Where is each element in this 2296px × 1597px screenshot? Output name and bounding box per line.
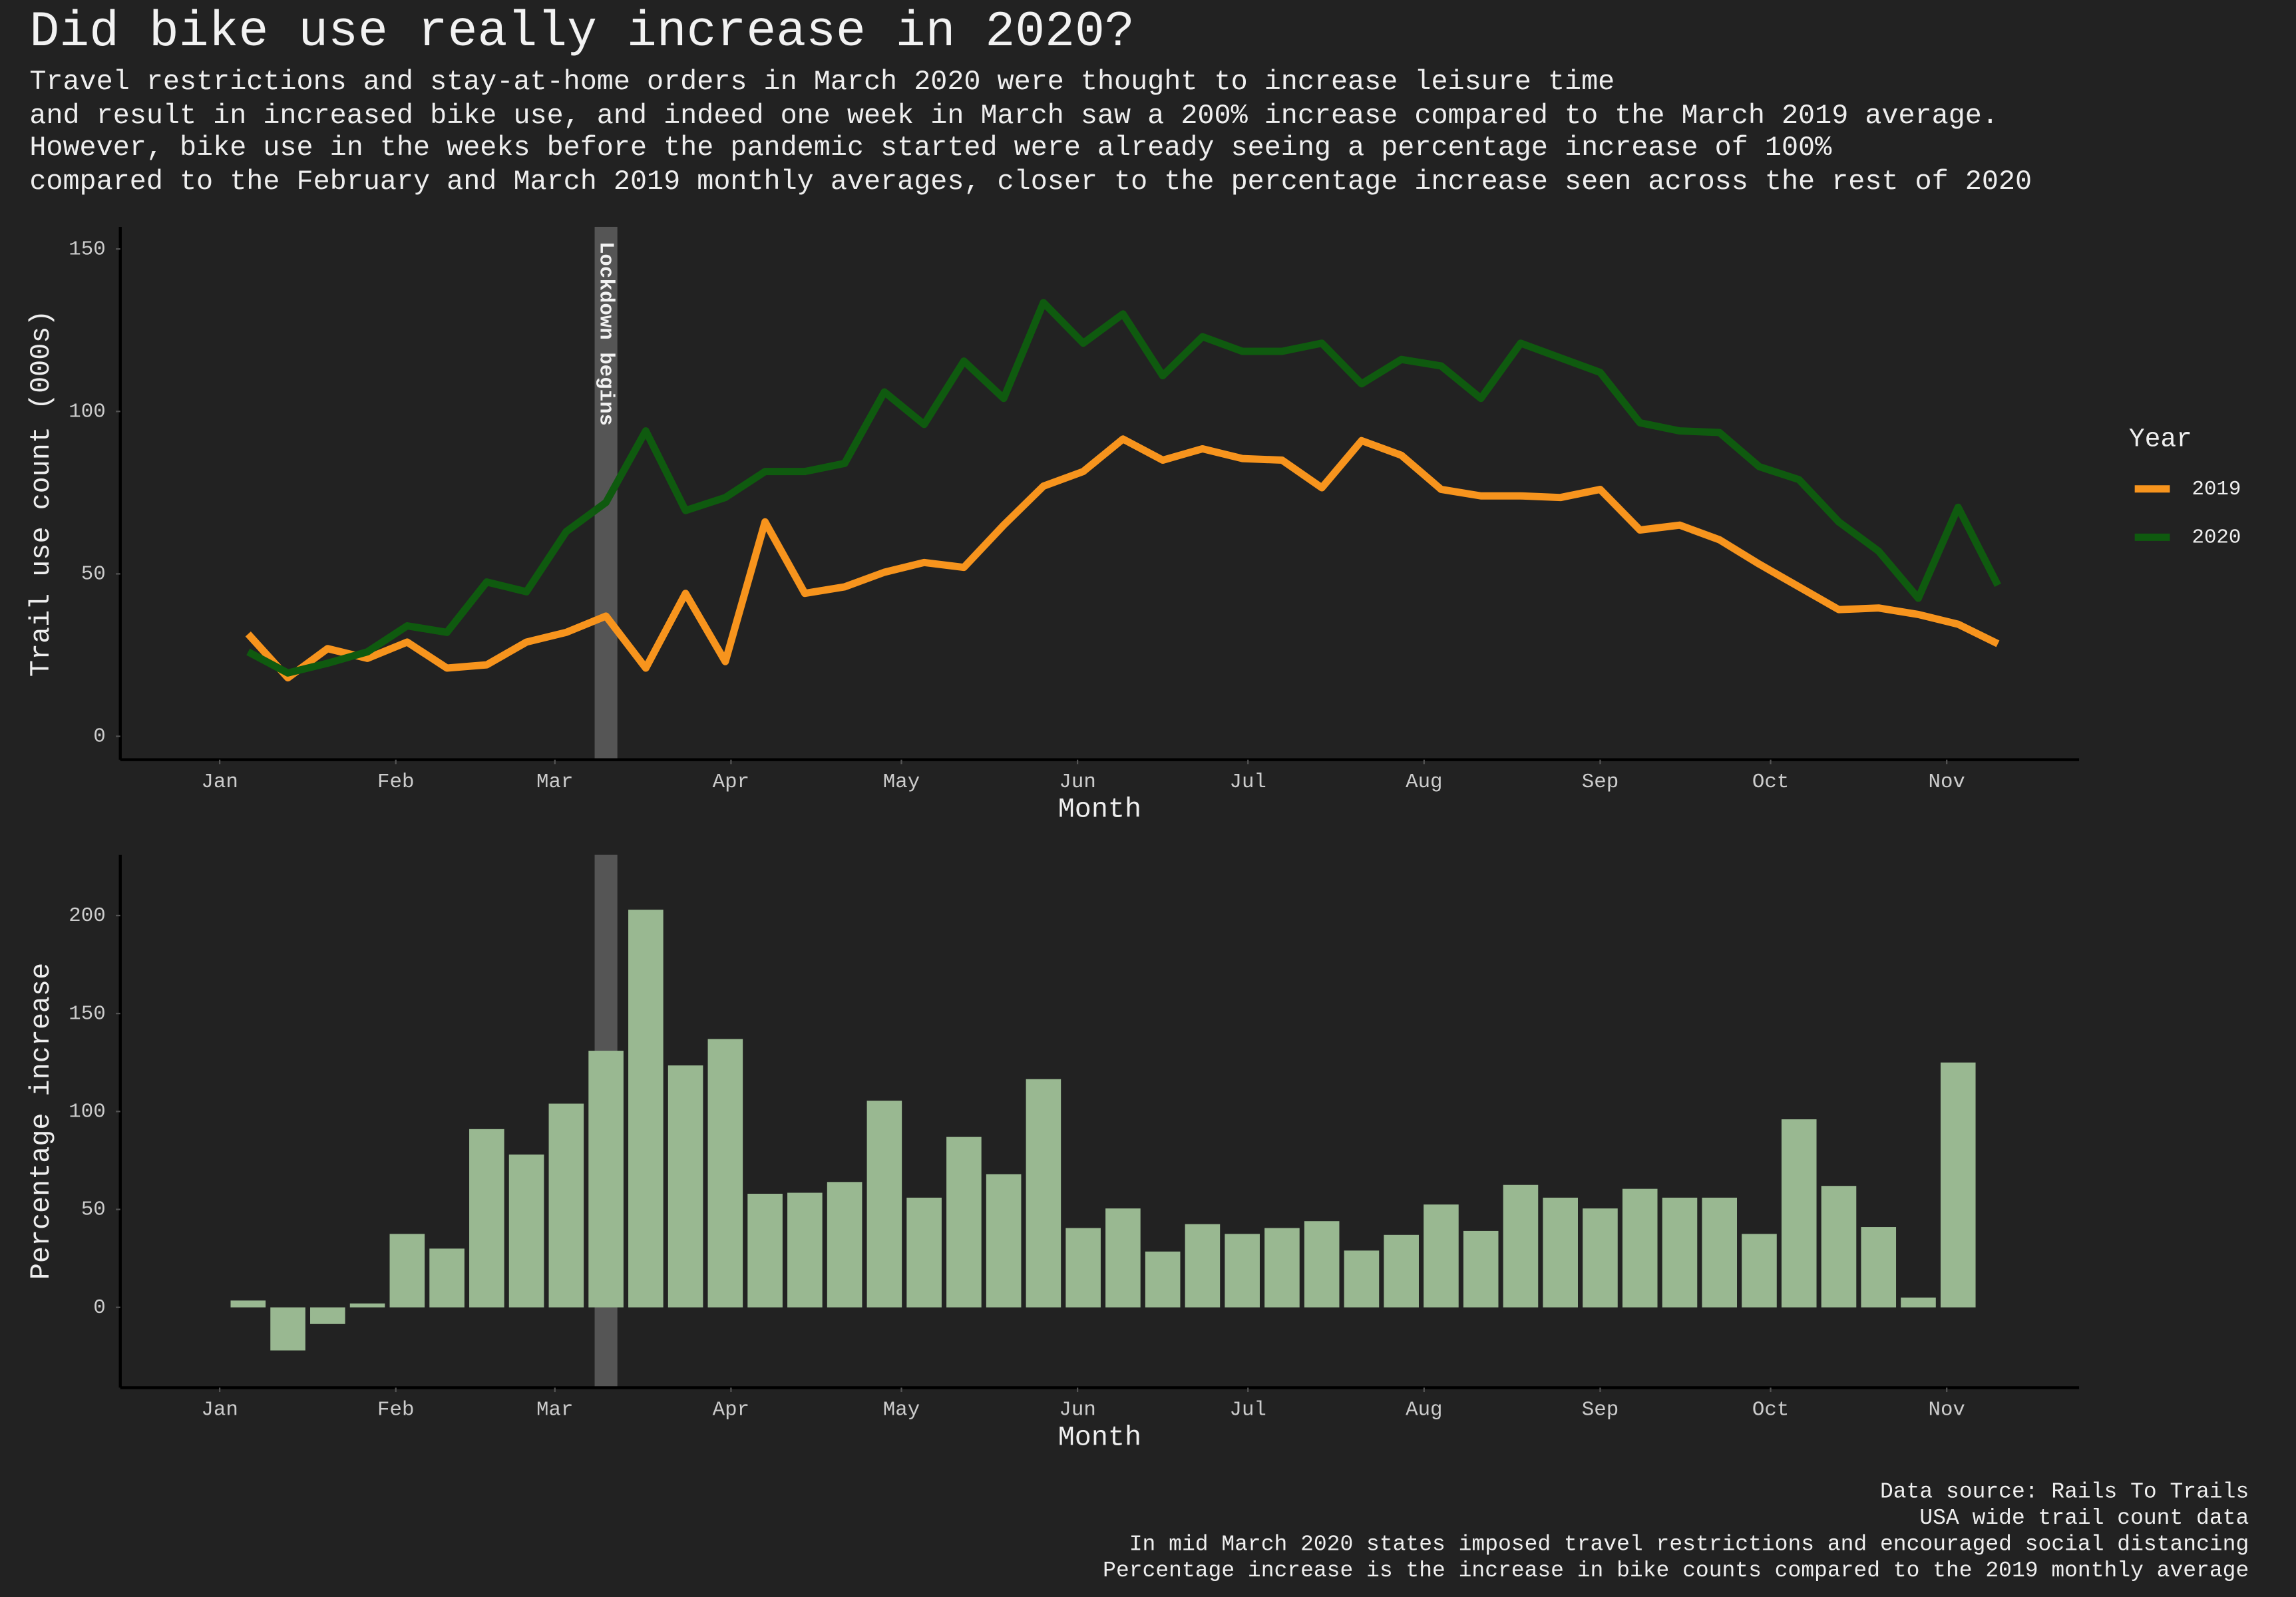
x-axis-label: Month — [1058, 794, 1141, 826]
bar — [1065, 1228, 1101, 1308]
bar — [946, 1137, 982, 1308]
bar — [1901, 1298, 1936, 1308]
x-tick-label: Jul — [1229, 1399, 1266, 1422]
bar — [1145, 1251, 1181, 1308]
y-tick-label: 100 — [69, 400, 105, 423]
x-tick-label: Mar — [536, 1399, 573, 1422]
y-tick-label: 100 — [69, 1100, 105, 1123]
legend-label: 2020 — [2192, 526, 2241, 549]
bar — [1304, 1221, 1340, 1308]
bar — [628, 910, 664, 1308]
bar — [1503, 1184, 1539, 1308]
annotation: Lockdown begins — [594, 242, 617, 426]
bar — [230, 1300, 266, 1308]
y-axis-label: Trail use count (000s) — [25, 310, 57, 677]
bar — [548, 1103, 584, 1308]
bar — [827, 1182, 862, 1308]
caption: USA wide trail count data — [1919, 1506, 2249, 1530]
subtitle: compared to the February and March 2019 … — [29, 166, 2032, 198]
x-tick-label: Jun — [1059, 771, 1095, 794]
bar — [1185, 1224, 1221, 1308]
bar — [469, 1129, 504, 1308]
bar — [1702, 1197, 1738, 1308]
subtitle: and result in increased bike use, and in… — [29, 100, 1999, 132]
x-tick-label: Sep — [1582, 771, 1619, 794]
bar — [1781, 1119, 1817, 1308]
bar — [1583, 1208, 1618, 1308]
x-axis-label: Month — [1058, 1421, 1141, 1453]
bar — [1424, 1204, 1459, 1308]
bar — [1026, 1079, 1061, 1308]
y-tick-label: 150 — [69, 1002, 105, 1025]
line-series — [246, 299, 2001, 677]
x-tick-label: Aug — [1406, 771, 1442, 794]
legend-title: Year — [2129, 424, 2192, 454]
x-tick-label: Nov — [1928, 1399, 1965, 1422]
y-tick-label: 200 — [69, 904, 105, 928]
bar — [1344, 1250, 1380, 1308]
bar — [747, 1193, 783, 1308]
subtitle: Travel restrictions and stay-at-home ord… — [29, 66, 1615, 98]
x-tick-label: May — [883, 1399, 920, 1422]
x-tick-label: Jul — [1229, 771, 1266, 794]
bar — [1264, 1228, 1300, 1308]
y-tick-label: 0 — [93, 1296, 105, 1320]
bar — [588, 1051, 624, 1308]
y-tick-label: 150 — [69, 238, 105, 261]
x-tick-label: May — [883, 771, 920, 794]
x-tick-label: Nov — [1928, 771, 1965, 794]
bar — [1742, 1234, 1777, 1308]
bar — [1622, 1188, 1658, 1308]
bar — [787, 1192, 823, 1308]
x-tick-label: Jan — [201, 1399, 238, 1422]
legend-label: 2019 — [2192, 478, 2241, 501]
x-tick-label: Feb — [377, 771, 414, 794]
bar — [270, 1307, 305, 1351]
bar — [508, 1154, 544, 1308]
y-axis-label: Percentage increase — [25, 963, 57, 1280]
x-tick-label: Mar — [536, 771, 573, 794]
x-tick-label: Aug — [1406, 1399, 1442, 1422]
bar — [349, 1303, 385, 1308]
bar — [310, 1307, 345, 1324]
y-tick-label: 50 — [81, 563, 106, 586]
bar — [707, 1039, 743, 1308]
caption: In mid March 2020 states imposed travel … — [1129, 1532, 2249, 1557]
x-tick-label: Oct — [1752, 771, 1789, 794]
y-tick-label: 50 — [81, 1198, 106, 1222]
x-tick-label: Oct — [1752, 1399, 1789, 1422]
x-tick-label: Jun — [1059, 1399, 1095, 1422]
bar — [1662, 1197, 1698, 1308]
y-tick-label: 0 — [93, 725, 105, 749]
bar — [1861, 1227, 1897, 1308]
bar — [1225, 1234, 1260, 1308]
bar — [1543, 1197, 1579, 1308]
bar — [429, 1248, 465, 1308]
bar — [866, 1101, 902, 1308]
bar — [906, 1197, 942, 1308]
line-series — [245, 435, 2000, 682]
x-tick-label: Feb — [377, 1399, 414, 1422]
x-tick-label: Apr — [713, 1399, 749, 1422]
chart-title: Did bike use really increase in 2020? — [29, 5, 1134, 61]
bar — [1821, 1186, 1857, 1308]
bar — [1105, 1208, 1141, 1308]
x-tick-label: Apr — [713, 771, 749, 794]
subtitle: However, bike use in the weeks before th… — [29, 132, 1832, 164]
bar — [1384, 1234, 1419, 1308]
caption: Data source: Rails To Trails — [1880, 1479, 2249, 1504]
caption: Percentage increase is the increase in b… — [1103, 1558, 2249, 1583]
bar — [1463, 1230, 1499, 1308]
x-tick-label: Sep — [1582, 1399, 1619, 1422]
x-tick-label: Jan — [201, 771, 238, 794]
bar — [1940, 1062, 1976, 1308]
bar — [986, 1174, 1022, 1308]
bar — [389, 1234, 425, 1308]
bar — [668, 1065, 703, 1308]
